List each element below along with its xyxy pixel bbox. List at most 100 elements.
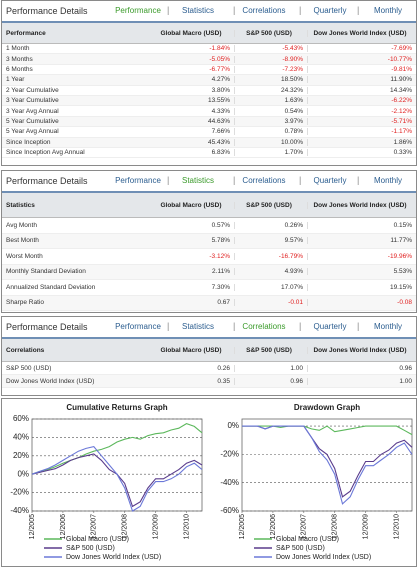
row-label: Dow Jones World Index (USD) [6, 377, 95, 385]
tab[interactable]: Performance [115, 6, 161, 15]
tab[interactable]: Performance [115, 322, 161, 331]
row-label: S&P 500 (USD) [6, 364, 52, 372]
value-cell: 0.67 [152, 299, 235, 307]
x-tick-label: 12/2007 [91, 514, 98, 539]
tab[interactable]: Monthly [373, 6, 402, 15]
value-cell: 0.26% [235, 221, 308, 229]
row-label: Worst Month [6, 252, 43, 260]
value-cell: 4.27% [152, 76, 235, 84]
tab-bar: Performance Details Performance Statistics… [2, 317, 416, 339]
tab[interactable]: Statistics [181, 6, 214, 15]
tab[interactable]: Monthly [373, 176, 402, 185]
table-row: Since Inception Avg Annual 6.83% 1.70% 0.33… [2, 148, 416, 159]
x-tick-label: 12/2008 [122, 514, 129, 539]
value-cell: 5.53% [393, 268, 412, 276]
column-header: Performance [6, 29, 46, 37]
value-cell: -0.08 [397, 299, 412, 307]
tab-separator: | [233, 175, 236, 185]
table-row: S&P 500 (USD) 0.26 1.00 0.96 [2, 362, 416, 375]
tab[interactable]: Correlations [242, 6, 286, 15]
series-line [242, 425, 413, 436]
value-cell: 1.63% [235, 97, 308, 105]
value-cell: 3.80% [152, 86, 235, 94]
column-header: S&P 500 (USD) [235, 29, 308, 37]
column-header: Dow Jones World Index (USD) [313, 201, 407, 209]
plot-area [241, 418, 413, 512]
x-tick-label: 12/2006 [60, 514, 67, 539]
row-label: 5 Year Avg Annual [6, 128, 59, 136]
value-cell: 0.35 [152, 377, 235, 385]
tab[interactable]: Monthly [373, 322, 402, 331]
tab-bar: Performance Details Performance Statistics… [2, 171, 416, 193]
table-row: 3 Year Avg Annual 4.33% 0.54% -2.12% [2, 106, 416, 117]
row-label: Best Month [6, 237, 39, 245]
x-tick-label: 12/2006 [270, 514, 277, 539]
value-cell: 14.34% [389, 86, 412, 94]
value-cell: -7.23% [235, 65, 308, 73]
table-row: 6 Months -6.77% -7.23% -9.81% [2, 65, 416, 76]
tab[interactable]: Quarterly [313, 322, 347, 331]
y-tick-label: -40% [220, 478, 239, 487]
legend-label: S&P 500 (USD) [66, 545, 115, 552]
panel-title: Performance Details [6, 322, 88, 332]
column-header: Statistics [6, 201, 35, 209]
row-label: Since Inception Avg Annual [6, 149, 85, 157]
table-row: Annualized Standard Deviation 7.30% 17.07%… [2, 280, 416, 296]
table-row: 3 Year Cumulative 13.55% 1.63% -6.22% [2, 95, 416, 107]
value-cell: 3.97% [235, 117, 308, 125]
value-cell: 0.15% [393, 221, 412, 229]
legend-label: Dow Jones World Index (USD) [66, 554, 161, 561]
value-cell: 1.86% [393, 138, 412, 146]
y-tick-label: 60% [13, 414, 29, 423]
value-cell: -10.77% [387, 55, 412, 63]
series-line [31, 453, 203, 508]
table-row: Dow Jones World Index (USD) 0.35 0.96 1.00 [2, 375, 416, 388]
row-label: 3 Year Avg Annual [6, 107, 59, 115]
y-tick-label: 0% [17, 469, 29, 478]
value-cell: -19.96% [387, 252, 412, 260]
row-label: 5 Year Cumulative [6, 117, 59, 125]
x-tick-label: 12/2009 [362, 514, 369, 539]
tab-separator: | [299, 5, 302, 15]
value-cell: -16.79% [235, 252, 308, 260]
panel-title: Performance Details [6, 176, 88, 186]
column-header: Global Macro (USD) [152, 29, 235, 37]
row-label: 2 Year Cumulative [6, 86, 59, 94]
value-cell: 1.00 [399, 377, 412, 385]
x-tick-label: 12/2008 [332, 514, 339, 539]
chart-title: Drawdown Graph [294, 403, 360, 412]
performance-panel: Performance Details Performance Statistics… [1, 0, 417, 166]
tab[interactable]: Statistics [181, 176, 214, 185]
row-label: Monthly Standard Deviation [6, 268, 86, 276]
tab[interactable]: Correlations [242, 176, 286, 185]
panel-title: Performance Details [6, 6, 88, 16]
series-line [242, 425, 413, 498]
value-cell: 6.83% [152, 149, 235, 157]
value-cell: 7.30% [152, 283, 235, 291]
tab[interactable]: Statistics [181, 322, 214, 331]
tab[interactable]: Correlations [242, 322, 286, 331]
x-tick-label: 12/2010 [393, 514, 400, 539]
y-tick-label: 20% [13, 451, 29, 460]
value-cell: 11.77% [390, 237, 412, 245]
table-row: 3 Months -5.05% -8.90% -10.77% [2, 54, 416, 65]
tab[interactable]: Quarterly [313, 176, 347, 185]
value-cell: 13.55% [152, 97, 235, 105]
tab-separator: | [357, 321, 360, 331]
y-tick-label: 40% [13, 433, 29, 442]
x-tick-label: 12/2010 [183, 514, 190, 539]
charts-panel: Cumulative Returns Graph -40% -20% 0% 20% 40%… [1, 398, 417, 567]
value-cell: 44.63% [152, 117, 235, 125]
column-header: S&P 500 (USD) [235, 346, 308, 354]
value-cell: -7.69% [391, 45, 412, 53]
column-header: S&P 500 (USD) [235, 201, 308, 209]
value-cell: 45.43% [152, 138, 235, 146]
value-cell: 1.00 [235, 364, 308, 372]
x-tick-label: 12/2005 [239, 514, 246, 539]
table-row: 5 Year Avg Annual 7.66% 0.78% -1.17% [2, 127, 416, 138]
tab[interactable]: Quarterly [313, 6, 347, 15]
value-cell: -6.22% [391, 97, 412, 105]
tab[interactable]: Performance [115, 176, 161, 185]
value-cell: -1.17% [391, 128, 412, 136]
